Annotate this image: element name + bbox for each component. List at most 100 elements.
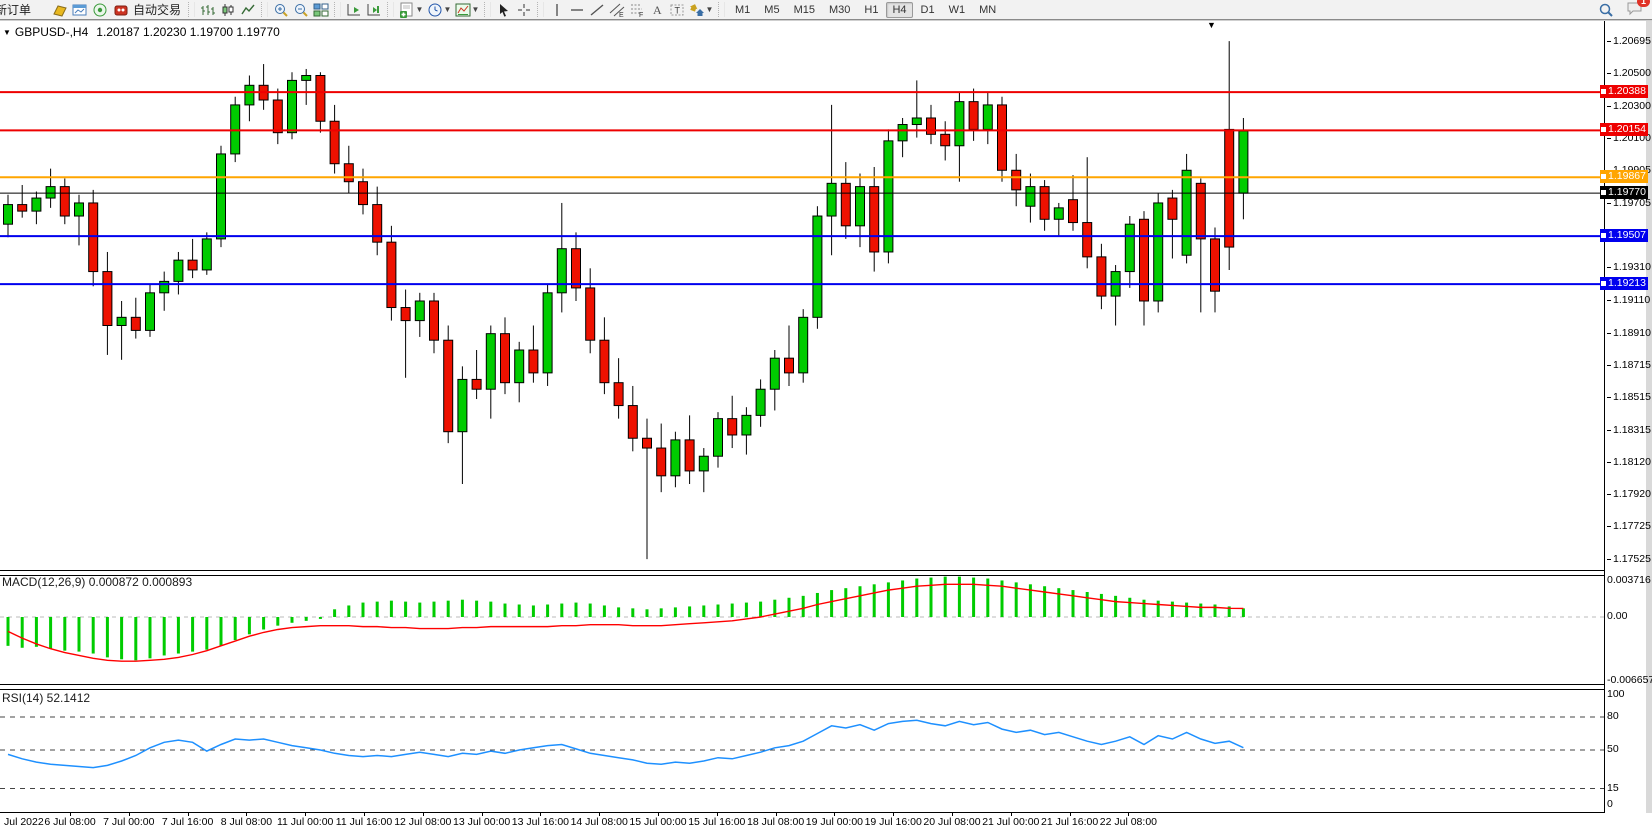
periods-button[interactable]: ▼ [425,1,453,18]
macd-bar [361,602,365,617]
macd-bar [602,605,606,617]
price-tick: 1.20300 [1607,100,1651,112]
candle-body [997,104,1007,171]
tf-d1[interactable]: D1 [915,2,941,18]
macd-bar [730,603,734,617]
panel-splitter[interactable] [0,684,1652,690]
macd-bar [773,599,777,617]
panel-border [0,812,1652,813]
macd-bar [219,617,223,646]
text-label-icon[interactable]: T [667,1,687,18]
text-icon[interactable]: A [647,1,667,18]
rsi-tick: 50 [1607,743,1619,755]
macd-bar [49,617,53,649]
zoom-out-icon[interactable] [291,1,311,18]
candle-body [968,101,979,130]
line-chart-icon[interactable] [238,1,258,18]
macd-bar [1227,606,1231,617]
price-axis[interactable]: 1.206951.205001.203001.201001.199051.197… [1600,19,1652,813]
fibonacci-icon[interactable]: F [627,1,647,18]
candle-body [414,300,425,322]
candle-body [585,287,596,341]
gold-chart-icon[interactable] [50,1,70,18]
tile-windows-icon[interactable] [311,1,331,18]
time-label: 14 Jul 08:00 [570,816,628,828]
time-tick [305,813,307,816]
macd-bar [673,607,677,617]
window-icon[interactable] [70,1,90,18]
chat-button[interactable]: 1 [1626,0,1650,19]
macd-bar [943,576,947,617]
toolbar-separator [484,2,492,17]
candle-body [670,439,681,477]
chart-shift-marker[interactable]: ▼ [1207,20,1216,30]
tf-w1[interactable]: W1 [943,2,972,18]
tf-h4[interactable]: H4 [886,1,913,18]
macd-bar [148,617,152,659]
candle-body [613,382,624,407]
broadcast-icon[interactable] [90,1,110,18]
time-tick [1128,813,1130,816]
time-label: 12 Jul 08:00 [394,816,452,828]
chart-end-icon[interactable] [364,1,384,18]
candlestick-chart-icon[interactable] [218,1,238,18]
candle-body [287,79,297,134]
candle-body [1039,186,1050,220]
new-chart-button[interactable]: ▼ [397,1,425,18]
autotrade-button[interactable]: 自动交易 [110,1,185,18]
tf-m5[interactable]: M5 [758,2,785,18]
tf-m15[interactable]: M15 [788,2,821,18]
macd-bar [957,576,961,617]
candle-body [698,455,709,472]
horizontal-line-icon[interactable] [567,1,587,18]
time-tick [540,813,542,816]
price-badge-1.19867: 1.19867 [1600,170,1648,184]
macd-bar [233,617,237,641]
candle-body [329,120,340,165]
symbol-menu-icon[interactable]: ▼ [3,27,11,37]
macd-bar [1241,608,1245,617]
arrows-button[interactable]: ▼ [687,1,715,18]
search-icon[interactable] [1596,1,1616,18]
time-tick [834,813,836,816]
candle-body [1167,197,1178,220]
macd-tick: 0.00 [1607,610,1628,622]
macd-bar [886,582,890,617]
candle-body [940,133,951,147]
candle-body [627,405,638,439]
candle-body [784,357,794,374]
chart-forward-icon[interactable] [344,1,364,18]
macd-bar [475,600,479,617]
channel-icon[interactable]: E [607,1,627,18]
panel-splitter[interactable] [0,570,1652,576]
macd-bar [688,606,692,617]
macd-bar [801,595,805,617]
candle-body [400,307,411,322]
candle-body [1096,256,1107,297]
ohlc-values: 1.20187 1.20230 1.19700 1.19770 [96,25,280,39]
rsi-tick: 15 [1607,781,1619,794]
tf-m30[interactable]: M30 [823,2,856,18]
tf-mn[interactable]: MN [973,2,1002,18]
bar-chart-icon[interactable] [198,1,218,18]
candle-body [1082,222,1093,258]
candle-body [216,153,226,240]
tf-h1[interactable]: H1 [858,2,884,18]
crosshair-icon[interactable] [514,1,534,18]
tf-m1[interactable]: M1 [729,2,756,18]
macd-bar [1128,597,1132,617]
chart-canvas[interactable] [0,19,1604,813]
macd-bar [432,601,436,617]
time-axis[interactable]: Jul 2022 6 Jul 08:00 7 Jul 00:00 7 Jul 16:0… [0,813,1652,831]
new-order-button[interactable]: 新订单 [0,1,50,18]
time-tick [422,813,424,816]
chevron-down-icon: ▼ [415,5,424,14]
cursor-icon[interactable] [494,1,514,18]
candle-body [812,215,823,318]
zoom-in-icon[interactable] [271,1,291,18]
trendline-icon[interactable] [587,1,607,18]
candle-body [443,339,454,433]
toolbar-separator [188,2,196,17]
template-button[interactable]: ▼ [453,1,481,18]
vertical-line-icon[interactable] [547,1,567,18]
